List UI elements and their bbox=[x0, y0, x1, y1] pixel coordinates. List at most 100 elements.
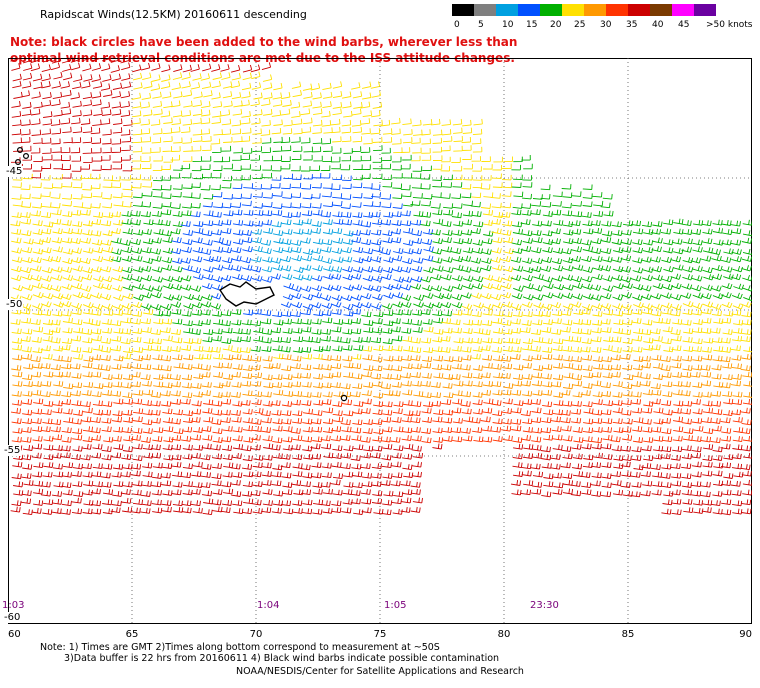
wind-barb bbox=[582, 303, 593, 311]
wind-barb bbox=[392, 345, 403, 352]
wind-barb bbox=[513, 443, 524, 450]
wind-barb bbox=[382, 230, 393, 237]
wind-barb bbox=[621, 399, 632, 406]
wind-barb bbox=[373, 246, 384, 253]
wind-barb bbox=[231, 491, 242, 497]
wind-barb bbox=[441, 399, 452, 406]
wind-barb bbox=[462, 380, 473, 387]
wind-barb bbox=[453, 127, 463, 134]
wind-barb bbox=[151, 345, 162, 352]
wind-barb bbox=[471, 211, 482, 217]
wind-barb bbox=[532, 285, 543, 292]
wind-barb bbox=[11, 500, 22, 507]
wind-barb bbox=[110, 65, 120, 73]
wind-barb bbox=[681, 418, 692, 425]
wind-barb bbox=[53, 471, 64, 478]
wind-barb bbox=[522, 418, 533, 425]
wind-barb bbox=[212, 72, 222, 80]
wind-barb bbox=[530, 399, 541, 405]
wind-barb bbox=[163, 454, 174, 461]
wind-barb bbox=[592, 192, 603, 198]
wind-barb bbox=[651, 303, 663, 310]
wind-barb bbox=[101, 481, 112, 488]
wind-barb bbox=[402, 154, 412, 161]
wind-barb bbox=[292, 274, 304, 281]
wind-barb bbox=[420, 309, 431, 315]
wind-barb bbox=[730, 220, 741, 227]
wind-barb bbox=[542, 401, 553, 408]
wind-barb bbox=[380, 119, 391, 127]
wind-barb bbox=[202, 336, 213, 343]
wind-barb bbox=[541, 202, 552, 208]
wind-barb bbox=[392, 203, 403, 209]
wind-barb bbox=[90, 183, 101, 190]
wind-barb bbox=[383, 490, 394, 497]
wind-barb bbox=[473, 221, 484, 228]
wind-barb bbox=[640, 362, 651, 369]
wind-barb bbox=[152, 128, 163, 135]
wind-barb bbox=[532, 471, 544, 478]
wind-barb bbox=[401, 220, 412, 227]
wind-barb bbox=[312, 488, 323, 495]
wind-barb bbox=[190, 452, 201, 459]
wind-barb bbox=[582, 401, 593, 408]
wind-barb bbox=[423, 326, 434, 333]
wind-barb bbox=[201, 101, 211, 109]
wind-barb bbox=[31, 282, 43, 289]
wind-barb bbox=[120, 338, 131, 345]
wind-barb bbox=[210, 293, 222, 300]
wind-barb bbox=[672, 238, 683, 245]
wind-barb bbox=[213, 129, 223, 136]
wind-barb bbox=[121, 255, 133, 262]
wind-barb bbox=[91, 58, 101, 62]
wind-barb bbox=[651, 389, 662, 396]
wind-barb bbox=[421, 407, 432, 414]
wind-barb bbox=[353, 401, 364, 407]
wind-barb bbox=[391, 374, 402, 381]
wind-barb bbox=[102, 489, 114, 495]
wind-barb bbox=[323, 407, 334, 414]
wind-barb bbox=[390, 390, 401, 397]
wind-barb bbox=[300, 237, 311, 244]
wind-barb bbox=[320, 328, 332, 335]
wind-barb bbox=[630, 275, 642, 282]
wind-barb bbox=[560, 409, 571, 416]
wind-barb bbox=[302, 499, 313, 506]
wind-barb bbox=[660, 365, 671, 372]
wind-barb bbox=[222, 345, 233, 351]
wind-barb bbox=[271, 221, 282, 228]
wind-barb bbox=[421, 138, 431, 145]
wind-barb bbox=[112, 275, 124, 282]
wind-barb bbox=[213, 202, 224, 209]
wind-barb bbox=[512, 311, 523, 318]
wind-barb bbox=[323, 273, 334, 280]
wind-barb bbox=[162, 489, 173, 496]
wind-barb bbox=[133, 346, 144, 353]
wind-barb bbox=[113, 398, 124, 405]
wind-barb bbox=[161, 81, 171, 89]
wind-barb bbox=[11, 399, 23, 406]
wind-barb bbox=[212, 428, 223, 435]
wind-barb bbox=[51, 266, 63, 273]
wind-barb bbox=[221, 72, 231, 80]
legend-label: 35 bbox=[626, 20, 638, 30]
wind-barb bbox=[621, 426, 632, 433]
wind-barb bbox=[312, 373, 324, 380]
wind-barb bbox=[431, 301, 443, 309]
wind-barb bbox=[211, 419, 222, 425]
wind-barb bbox=[301, 218, 312, 225]
wind-barb bbox=[220, 320, 231, 327]
wind-barb bbox=[131, 174, 141, 180]
wind-barb bbox=[682, 355, 693, 362]
wind-barb bbox=[461, 354, 472, 361]
wind-barb bbox=[710, 303, 722, 310]
wind-barb bbox=[241, 82, 252, 91]
wind-barb bbox=[612, 391, 623, 398]
wind-barb bbox=[660, 472, 671, 479]
wind-barb bbox=[650, 228, 662, 235]
wind-barb bbox=[131, 92, 142, 100]
wind-barb bbox=[511, 346, 522, 353]
wind-barb bbox=[581, 276, 593, 283]
wind-barb bbox=[511, 239, 523, 246]
wind-barb bbox=[330, 118, 341, 126]
